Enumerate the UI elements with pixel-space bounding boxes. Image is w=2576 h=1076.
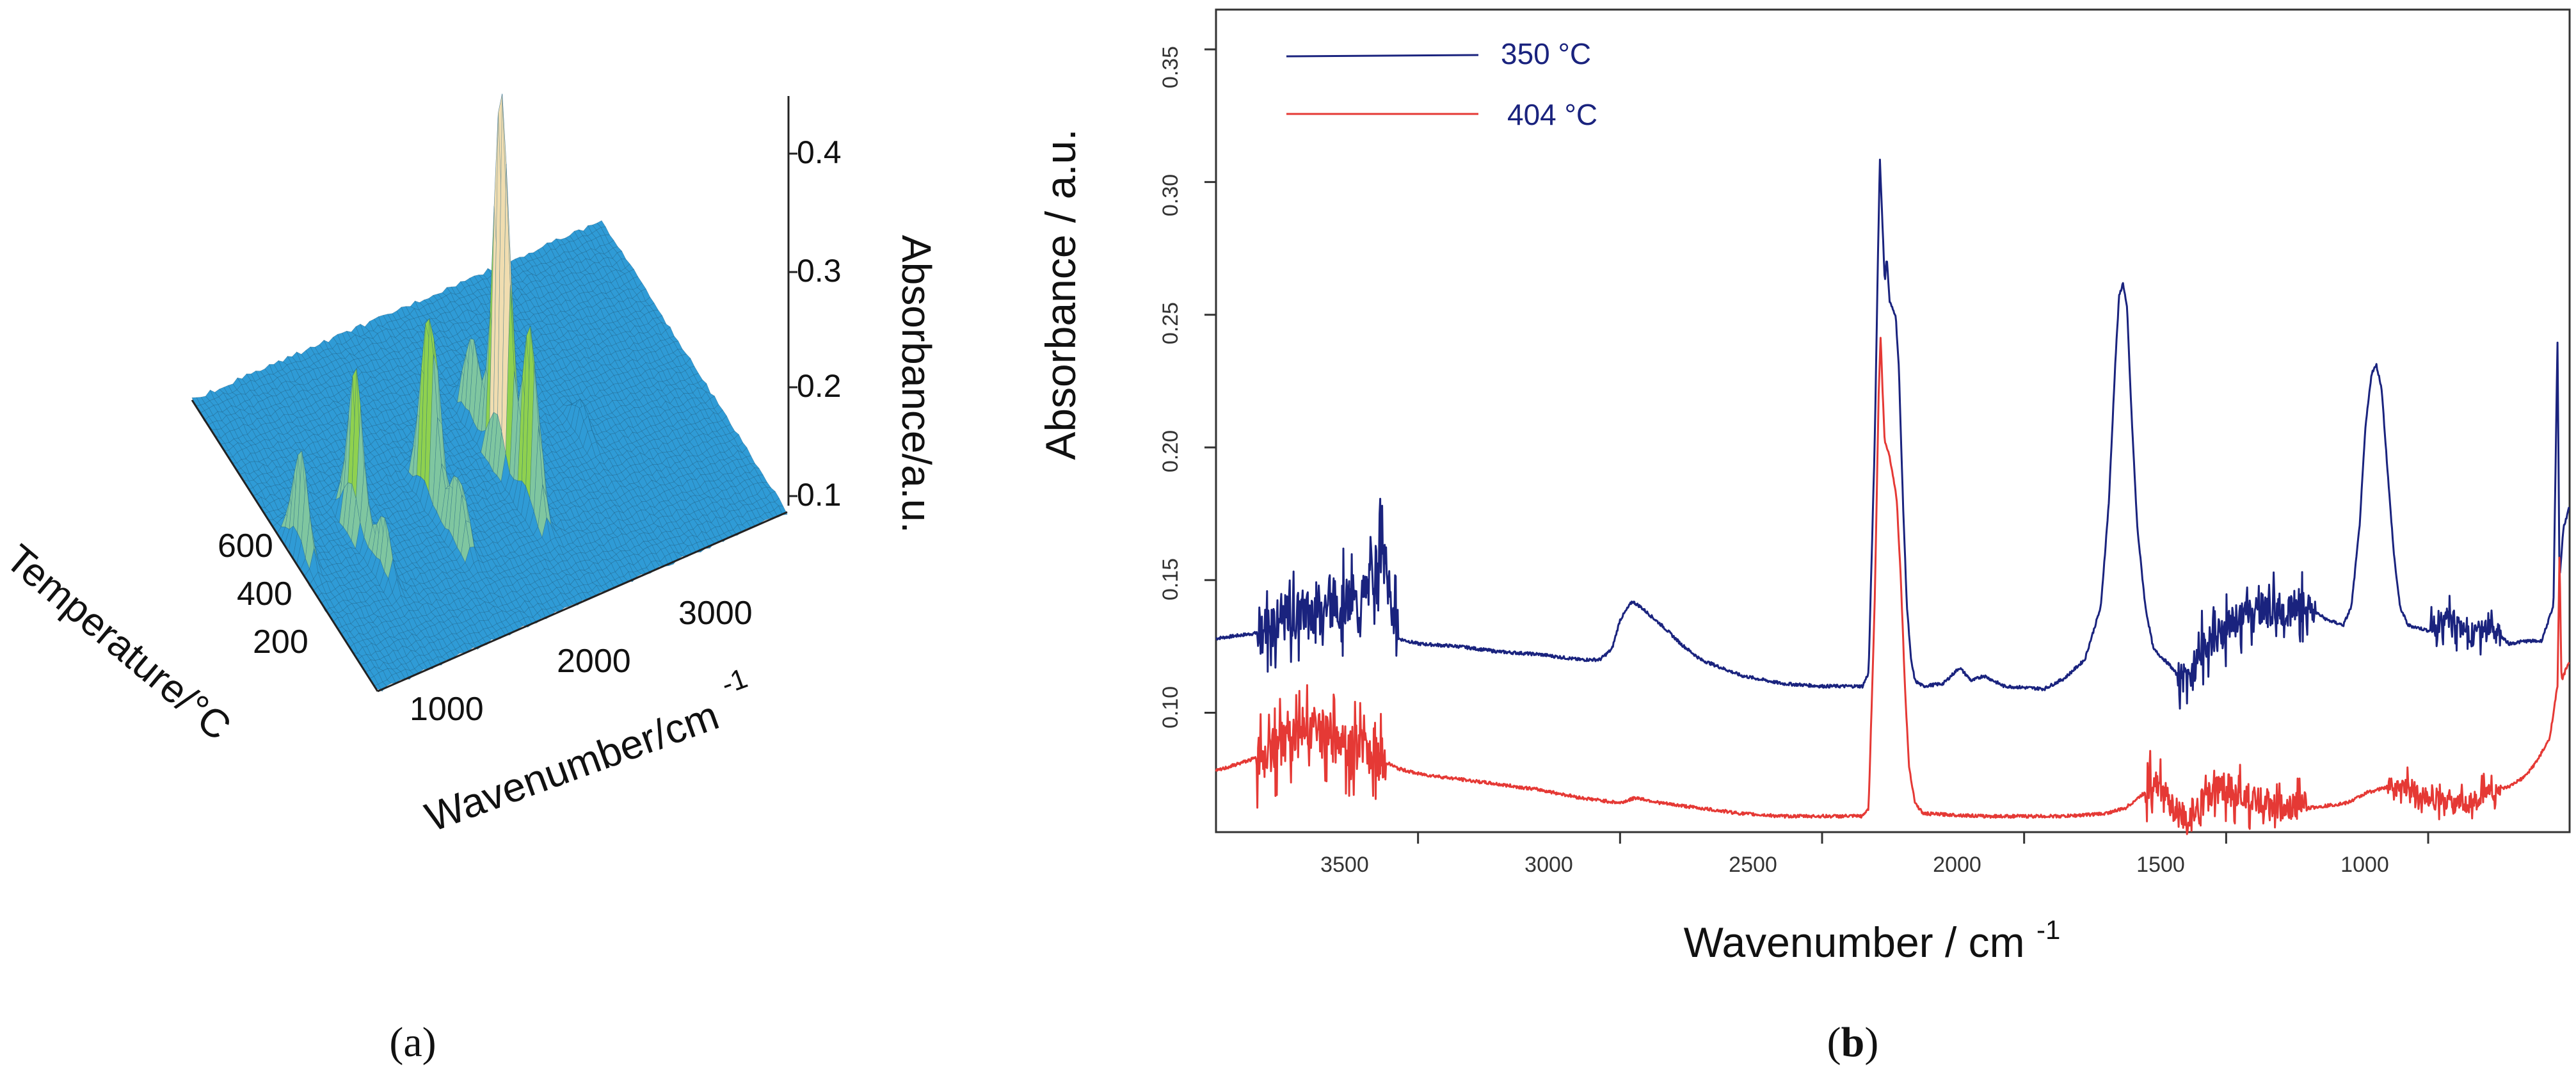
panel-a-x-axis-line — [377, 511, 788, 693]
surface-mesh — [191, 93, 788, 692]
panel-a-z-tick-label: 0.1 — [797, 477, 842, 513]
x-tick-label: 1500 — [2136, 853, 2185, 877]
panel-a-y-axis-label: Temperature/°C — [0, 536, 239, 749]
y-tick-label: 0.20 — [1158, 430, 1183, 472]
legend-label-350: 350 °C — [1501, 37, 1591, 70]
panel-b-series — [1215, 158, 2570, 835]
panel-b-x-axis-label-text: Wavenumber / cm — [1684, 919, 2025, 966]
panel-a-y-axis-line — [191, 399, 379, 692]
panel-a-z-axis-label: Absorbance/a.u. — [893, 235, 940, 533]
panel-a-y-tick-label: 200 — [253, 623, 308, 661]
panel-a-x-tick-label: 1000 — [410, 691, 484, 728]
x-tick-label: 3000 — [1524, 853, 1573, 877]
panel-a-z-tick-label: 0.2 — [797, 368, 842, 404]
panel-a-x-axis-title: Wavenumber/cm -1 — [419, 662, 752, 840]
x-tick-label: 1000 — [2340, 853, 2389, 877]
y-tick-label: 0.25 — [1158, 302, 1183, 344]
y-tick-label: 0.35 — [1158, 46, 1183, 88]
panel-a-y-tick-label: 600 — [218, 527, 273, 565]
panel-a-axes — [191, 96, 797, 693]
panel-a-x-tick-label: 2000 — [557, 643, 631, 680]
panel-a-z-tick-label: 0.3 — [797, 253, 842, 289]
panel-a-y-tick-label: 400 — [237, 575, 292, 613]
panel-a-surface-plot: 0.4 0.3 0.2 0.1 Absorbance/a.u. 600 400 … — [0, 93, 940, 840]
panel-a-z-tick-label: 0.4 — [797, 134, 842, 170]
panel-b-x-axis-superscript: -1 — [2036, 915, 2060, 945]
panel-a-caption-letter: a — [403, 1019, 422, 1066]
panel-b-x-axis-label: Wavenumber / cm -1 — [1684, 915, 2061, 966]
panel-b-ticks — [1204, 48, 2429, 844]
series-line-404 — [1215, 337, 2570, 835]
panel-a-caption: (a) — [389, 1019, 436, 1066]
x-tick-label: 2500 — [1729, 853, 1777, 877]
x-tick-label: 3500 — [1320, 853, 1369, 877]
legend-label-404: 404 °C — [1507, 98, 1597, 131]
panel-a-x-axis-superscript: -1 — [717, 662, 752, 700]
legend: 350 °C 404 °C — [1286, 37, 1597, 131]
x-tick-label: 2000 — [1933, 853, 1981, 877]
panel-b-caption: (b) — [1827, 1019, 1879, 1066]
panel-b-plot-frame — [1215, 8, 2571, 833]
series-line-350 — [1215, 158, 2570, 710]
legend-swatch-350 — [1286, 54, 1479, 58]
panel-b-y-axis-label: Absorbance / a.u. — [1037, 129, 1084, 460]
panel-b-caption-letter: b — [1841, 1019, 1865, 1066]
y-tick-label: 0.15 — [1158, 558, 1183, 600]
y-tick-label: 0.10 — [1158, 686, 1183, 728]
panel-a-x-tick-label: 3000 — [678, 595, 753, 632]
y-tick-label: 0.30 — [1158, 174, 1183, 216]
panel-b-line-chart: 0.10 0.15 0.20 0.25 0.30 0.35 3500 3000 … — [1037, 8, 2571, 966]
